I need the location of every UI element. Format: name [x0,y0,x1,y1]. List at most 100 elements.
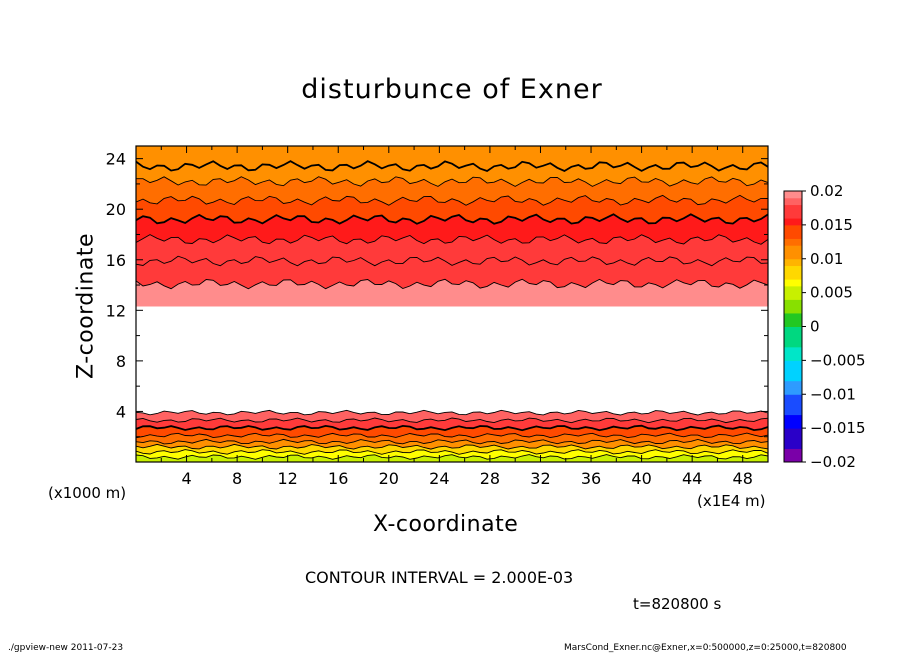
colorbar-segment [784,279,802,287]
chart-title: disturbunce of Exner [301,74,603,105]
contour-band [136,454,768,462]
colorbar-segment [784,292,802,300]
colorbar-segment [784,224,802,233]
colorbar-segment [784,204,802,212]
y-axis-label: Z-coordinate [73,233,99,379]
contour-line [136,176,769,187]
colorbar-segment [784,394,802,402]
y-tick-label: 16 [106,251,126,270]
colorbar-segment [784,231,802,239]
colorbar-segment [784,448,802,456]
plot-frame [135,145,769,463]
colorbar-segment [784,218,802,226]
colorbar-tick-label: −0.02 [810,453,856,471]
colorbar-segment [784,373,802,382]
colorbar-segment [784,421,802,429]
contour-band [136,161,768,187]
colorbar-segment [784,197,802,206]
y-tick-label: 12 [106,301,126,320]
colorbar-segment [784,312,802,321]
colorbar-segment [784,407,802,416]
colorbar-tick-label: 0.015 [810,216,853,234]
contour-band [136,433,768,444]
contour-line [135,443,769,450]
contour-lines [135,160,769,460]
x-tick-label: 48 [733,469,753,488]
colorbar-segment [784,441,802,449]
contour-line [135,432,769,439]
x-scale-note: (x1E4 m) [697,492,766,510]
contour-interval-note: CONTOUR INTERVAL = 2.000E-03 [305,568,574,587]
colorbar-segment [784,191,802,199]
contour-line [135,278,769,290]
colorbar-segment [784,380,802,388]
colorbar-segment [784,360,802,368]
colorbar-segment [784,326,802,334]
x-tick-label: 8 [232,469,242,488]
colorbar-tick-label: −0.015 [810,419,866,437]
colorbar-segment [784,251,802,260]
colorbar-tick-label: 0.01 [810,250,843,268]
colorbar-segment [784,258,802,267]
contour-band [136,234,768,266]
contour-line [135,160,769,173]
colorbar-segment [784,346,802,355]
colorbar-segment [784,333,802,341]
colorbar-segment [784,455,802,463]
colorbar-segment [784,428,802,436]
contour-line [135,424,769,432]
x-tick-label: 28 [480,469,500,488]
colorbar-segment [784,306,802,314]
colorbar-tick-label: −0.01 [810,385,856,403]
y-tick-label: 24 [106,150,126,169]
colorbar-tick-label: 0 [810,318,820,336]
colorbar-segment [784,401,802,409]
contour-line [135,417,769,424]
contour-line [135,409,769,416]
contour-line [135,438,769,445]
colorbar-tick-label: −0.005 [810,351,866,369]
contour-line [135,449,769,455]
colorbar-segment [784,319,802,327]
colorbar-segment [784,353,802,361]
contour-line [135,234,769,245]
colorbar-segment [784,245,802,253]
x-tick-label: 16 [328,469,348,488]
contour-band [136,214,768,245]
time-note: t=820800 s [633,595,722,613]
contour-band [136,176,768,206]
footer-left: ./gpview-new 2011-07-23 [8,643,124,653]
colorbar-tick-label: 0.005 [810,284,853,302]
y-tick-label: 20 [106,200,126,219]
footer-right: MarsCond_Exner.nc@Exner,x=0:500000,z=0:2… [564,643,847,653]
colorbar-tick-label: 0.02 [810,182,843,200]
colorbar-segment [784,387,802,395]
y-tick-label: 4 [116,402,126,421]
x-tick-label: 44 [682,469,702,488]
colorbar-segment [784,340,802,348]
contour-line [135,213,769,225]
colorbar-segment [784,238,802,246]
contour-band [136,306,768,415]
y-tick-label: 8 [116,352,126,371]
x-tick-label: 4 [181,469,191,488]
colorbar-segment [784,414,802,422]
colorbar-segment [784,265,802,273]
x-tick-label: 12 [278,469,298,488]
colorbar-segment [784,367,802,375]
x-tick-label: 32 [530,469,550,488]
contour-line [135,194,769,206]
x-tick-label: 36 [581,469,601,488]
x-unit-note: (x1000 m) [48,484,127,502]
x-tick-label: 40 [631,469,651,488]
x-axis-label: X-coordinate [373,512,519,537]
contour-band [136,279,768,307]
contour-band [136,410,768,423]
contour-band [136,195,768,224]
colorbar-segment [784,211,802,219]
colorbar: 0.02 0.015 0.01 0.005 0 −0.005 −0.01 −0.015 −0.0… [783,182,866,471]
colorbar-segment [784,285,802,294]
